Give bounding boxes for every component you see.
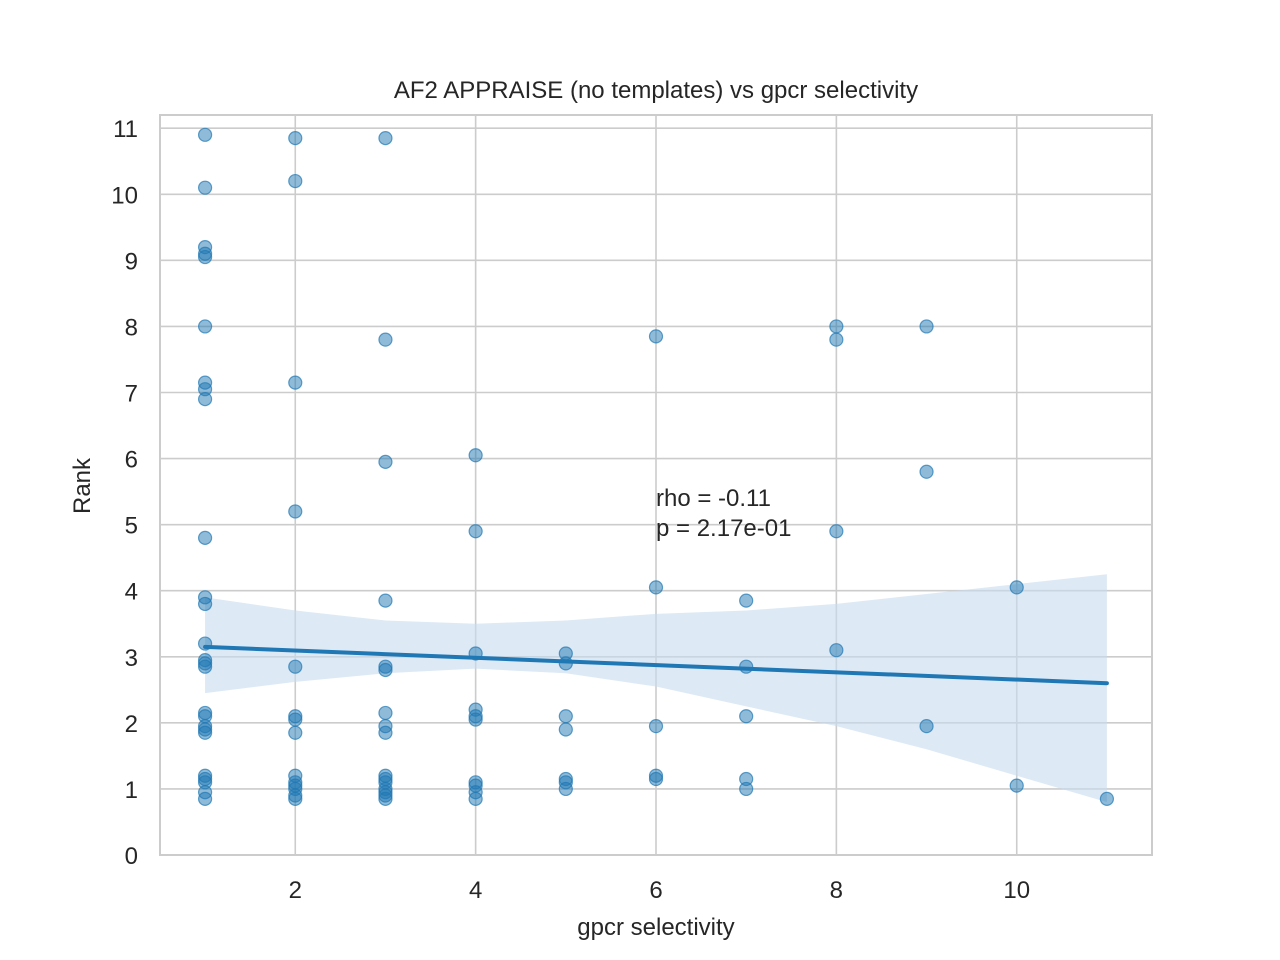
data-point — [739, 593, 754, 608]
x-tick-label: 4 — [469, 877, 482, 904]
data-point — [378, 662, 393, 678]
x-tick-label: 10 — [1003, 877, 1030, 904]
data-point — [288, 725, 303, 740]
data-point — [648, 329, 664, 344]
y-tick-label: 11 — [113, 116, 138, 143]
data-point — [197, 596, 213, 612]
data-point — [739, 781, 754, 797]
y-tick-label: 10 — [111, 182, 138, 209]
y-tick-label: 4 — [125, 579, 138, 606]
chart-title: AF2 APPRAISE (no templates) vs gpcr sele… — [394, 77, 918, 104]
data-point — [288, 504, 303, 519]
data-point — [648, 580, 664, 595]
data-point — [378, 791, 393, 806]
x-tick-label: 6 — [649, 877, 662, 904]
y-tick-label: 9 — [125, 248, 138, 275]
x-tick-label: 2 — [289, 877, 302, 904]
data-point — [1099, 791, 1115, 806]
y-tick-label: 7 — [125, 381, 138, 408]
confidence-band-group — [205, 574, 1107, 803]
data-point — [197, 791, 213, 806]
data-point — [197, 319, 213, 334]
data-point — [197, 725, 213, 740]
data-point — [288, 712, 303, 727]
data-point — [919, 319, 934, 334]
y-tick-labels: 0 1 2 3 4 5 6 7 8 9 10 11 — [111, 116, 138, 870]
data-point — [378, 593, 393, 608]
data-point — [468, 712, 483, 727]
data-point — [378, 725, 393, 740]
confidence-band — [205, 574, 1107, 803]
data-point — [829, 524, 844, 539]
data-point — [197, 127, 213, 142]
data-point — [739, 709, 754, 724]
data-point — [288, 791, 303, 806]
data-point — [378, 332, 393, 347]
data-point — [558, 722, 573, 737]
data-point — [829, 319, 844, 334]
data-point — [197, 392, 213, 407]
y-tick-label: 8 — [125, 314, 138, 341]
data-point — [919, 464, 934, 479]
x-axis-label: gpcr selectivity — [577, 914, 734, 941]
data-point — [829, 643, 844, 658]
y-tick-label: 3 — [125, 645, 138, 672]
annotation-rho: rho = -0.11 — [656, 485, 771, 512]
y-tick-label: 5 — [125, 513, 138, 540]
data-point — [378, 705, 393, 721]
data-point — [197, 249, 213, 265]
y-tick-label: 2 — [125, 711, 138, 738]
x-tick-labels: 2 4 6 8 10 — [289, 877, 1030, 904]
data-point — [378, 454, 393, 469]
data-point — [648, 719, 664, 734]
data-point — [558, 709, 573, 724]
data-point — [378, 131, 393, 146]
regression-line-group — [203, 644, 1109, 686]
data-point — [468, 524, 483, 539]
data-point — [468, 791, 483, 806]
data-points — [197, 127, 1115, 806]
plot-frame — [159, 114, 1153, 856]
data-point — [288, 659, 303, 674]
stats-annotation: rho = -0.11 p = 2.17e-01 — [656, 485, 791, 542]
x-tick-label: 8 — [830, 877, 843, 904]
data-point — [1009, 778, 1024, 793]
data-point — [1009, 580, 1024, 595]
data-point — [197, 180, 213, 195]
data-point — [648, 771, 664, 787]
y-tick-label: 0 — [125, 843, 138, 870]
data-point — [288, 131, 303, 146]
data-point — [829, 332, 844, 347]
y-tick-label: 1 — [125, 777, 138, 804]
regression-line — [203, 644, 1109, 686]
data-point — [919, 719, 934, 734]
data-point — [197, 530, 213, 545]
data-point — [288, 173, 303, 189]
data-point — [288, 375, 303, 390]
annotation-p: p = 2.17e-01 — [656, 515, 791, 542]
data-point — [558, 781, 573, 797]
y-tick-label: 6 — [125, 447, 138, 474]
data-point — [468, 448, 483, 463]
y-axis-label: Rank — [69, 457, 96, 514]
data-point — [197, 659, 213, 674]
